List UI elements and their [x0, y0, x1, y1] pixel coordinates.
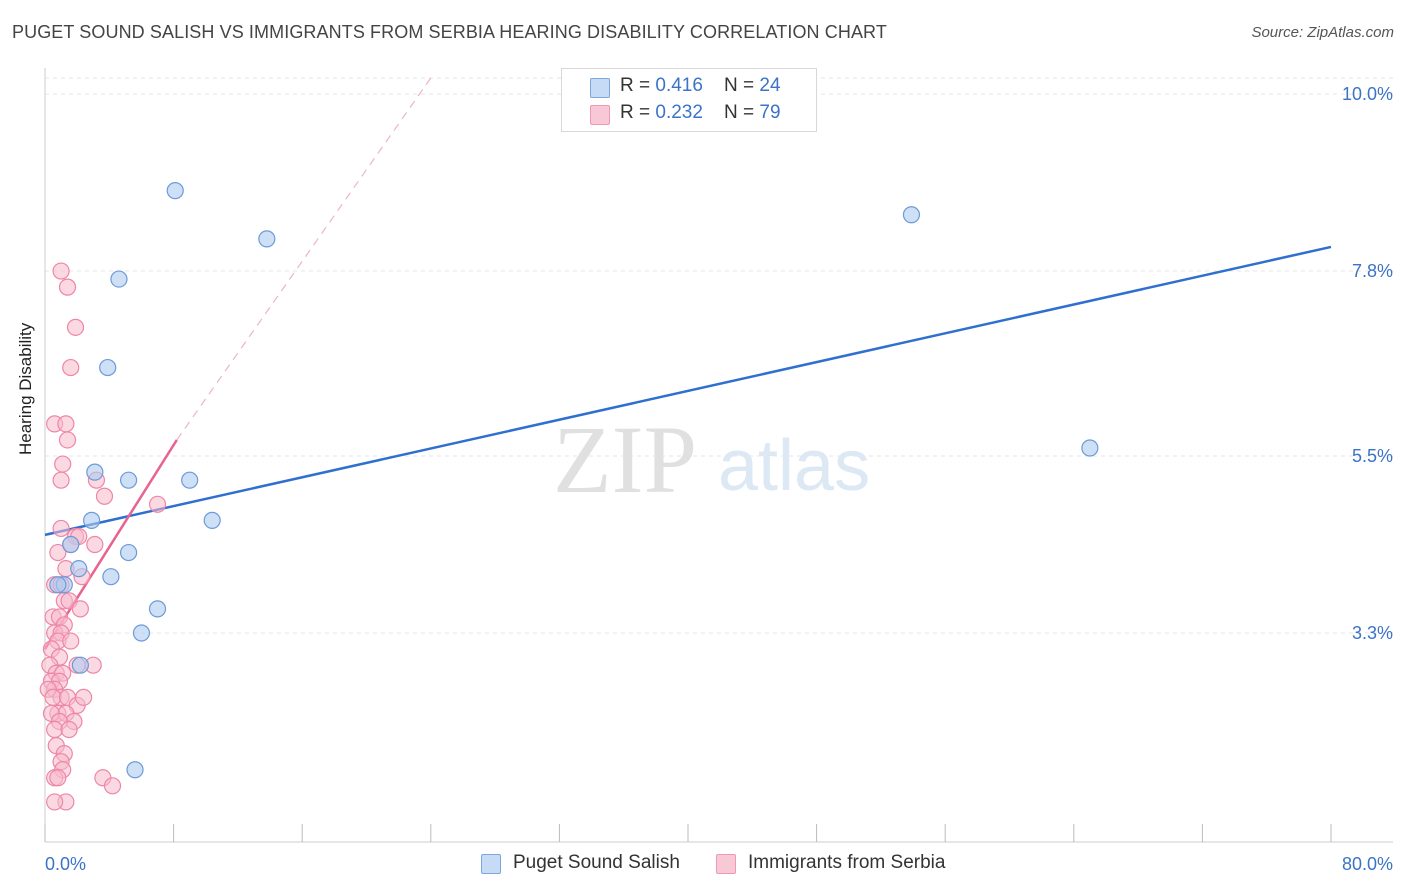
- point-serbia: [62, 358, 80, 377]
- point-salish: [1081, 439, 1099, 457]
- point-salish: [86, 463, 104, 481]
- point-serbia: [58, 431, 77, 449]
- point-serbia: [62, 632, 80, 650]
- bottom-legend-swatch-pink: [716, 854, 736, 874]
- point-serbia: [46, 720, 64, 739]
- data-points: [39, 182, 1099, 811]
- point-serbia: [74, 688, 93, 706]
- y-tick-label: 5.5%: [1352, 446, 1393, 466]
- point-serbia: [71, 600, 89, 618]
- point-salish: [902, 206, 921, 224]
- point-salish: [71, 656, 89, 674]
- point-serbia: [60, 720, 78, 739]
- point-serbia: [52, 262, 70, 280]
- point-salish: [148, 600, 167, 618]
- point-serbia: [86, 535, 104, 554]
- grid-lines: [45, 77, 1393, 634]
- legend-n-label: N =: [724, 75, 760, 96]
- y-tick-label: 10.0%: [1342, 84, 1393, 104]
- legend-text-salish: R = 0.416 N = 24: [620, 75, 781, 97]
- point-serbia: [54, 455, 72, 473]
- legend-swatch-blue: [590, 78, 610, 98]
- point-salish: [110, 270, 128, 288]
- point-serbia: [148, 495, 167, 513]
- point-salish: [258, 230, 276, 248]
- trend-line-serbia-extrapolated: [176, 77, 432, 441]
- bottom-legend-swatch-blue: [481, 854, 501, 874]
- point-serbia: [103, 777, 122, 795]
- legend-r-label: R =: [620, 102, 656, 123]
- point-serbia: [49, 543, 67, 562]
- legend-text-serbia: R = 0.232 N = 79: [620, 102, 781, 124]
- watermark-zip: ZIP: [553, 406, 697, 513]
- point-salish: [83, 511, 101, 529]
- y-axis-label: Hearing Disability: [16, 322, 35, 455]
- point-salish: [119, 471, 138, 489]
- legend-n-value: 79: [759, 102, 781, 123]
- y-tick-label: 3.3%: [1352, 623, 1393, 643]
- chart-title: PUGET SOUND SALISH VS IMMIGRANTS FROM SE…: [12, 22, 887, 42]
- legend-n-label: N =: [724, 102, 760, 123]
- point-serbia: [58, 278, 77, 296]
- legend-r-value: 0.416: [655, 75, 703, 96]
- point-serbia: [46, 793, 64, 811]
- point-salish: [203, 511, 221, 529]
- x-tick-label: 0.0%: [45, 854, 86, 874]
- point-salish: [181, 471, 199, 489]
- point-salish: [166, 182, 184, 200]
- bottom-legend-label-salish: Puget Sound Salish: [513, 852, 680, 873]
- point-salish: [132, 624, 151, 642]
- point-salish: [70, 560, 88, 578]
- trend-line-salish: [44, 245, 1332, 537]
- legend-n-value: 24: [759, 75, 781, 96]
- x-tick-label: 80.0%: [1342, 854, 1393, 874]
- point-salish: [62, 535, 80, 554]
- point-salish: [99, 358, 117, 377]
- point-salish: [102, 568, 120, 586]
- bottom-legend-label-serbia: Immigrants from Serbia: [748, 852, 946, 873]
- point-serbia: [49, 769, 67, 787]
- point-salish: [49, 576, 67, 594]
- point-serbia: [52, 519, 70, 538]
- legend-r-value: 0.232: [655, 102, 703, 123]
- point-salish: [119, 543, 138, 562]
- point-serbia: [44, 688, 62, 706]
- point-salish: [126, 761, 144, 779]
- point-serbia: [57, 415, 75, 433]
- trend-lines: [43, 77, 1332, 650]
- tick-labels: 3.3% 5.5% 7.8% 10.0% 0.0% 80.0%: [45, 84, 1393, 874]
- chart-source: Source: ZipAtlas.com: [1251, 24, 1394, 41]
- point-serbia: [52, 471, 70, 489]
- correlation-legend: R = 0.416 N = 24 R = 0.232 N = 79: [561, 68, 817, 132]
- point-serbia: [66, 318, 85, 336]
- legend-swatch-pink: [590, 105, 610, 125]
- y-tick-label: 7.8%: [1352, 261, 1393, 281]
- legend-r-label: R =: [620, 75, 656, 96]
- point-serbia: [95, 487, 114, 505]
- watermark: ZIP atlas: [553, 406, 870, 513]
- watermark-atlas: atlas: [718, 426, 870, 506]
